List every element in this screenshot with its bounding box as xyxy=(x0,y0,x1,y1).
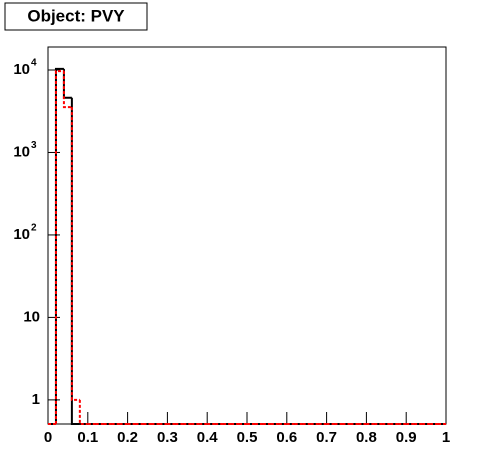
x-tick-label: 0.2 xyxy=(117,429,138,446)
y-tick-exponent: 4 xyxy=(31,58,37,69)
y-tick-exponent: 2 xyxy=(31,223,37,234)
title-box xyxy=(4,2,148,31)
x-tick-label: 0.3 xyxy=(157,429,178,446)
y-tick-label: 10 xyxy=(13,226,30,243)
y-tick-label: 1 xyxy=(32,391,40,408)
histogram-step xyxy=(78,399,88,425)
x-tick-label: 0.9 xyxy=(396,429,417,446)
histogram-step xyxy=(62,71,72,109)
y-tick-exponent: 3 xyxy=(31,140,37,151)
histogram-step xyxy=(54,67,64,424)
x-tick-label: 0.1 xyxy=(77,429,98,446)
histogram-step xyxy=(70,107,80,401)
histogram-step xyxy=(54,70,64,424)
x-tick-label: 1 xyxy=(442,429,450,446)
x-tick-label: 0 xyxy=(44,429,52,446)
x-tick-label: 0.4 xyxy=(197,429,219,446)
histogram-step xyxy=(62,68,72,99)
x-tick-label: 0.6 xyxy=(276,429,297,446)
y-tick-label: 10 xyxy=(13,61,30,78)
x-tick-label: 0.7 xyxy=(316,429,337,446)
x-tick-label: 0.8 xyxy=(356,429,377,446)
histogram-step xyxy=(70,97,80,425)
chart-title: Object: PVY xyxy=(27,6,125,25)
x-tick-label: 0.5 xyxy=(237,429,258,446)
plot-frame xyxy=(47,46,447,425)
y-tick-label: 10 xyxy=(13,143,30,160)
y-tick-label: 10 xyxy=(23,308,40,325)
